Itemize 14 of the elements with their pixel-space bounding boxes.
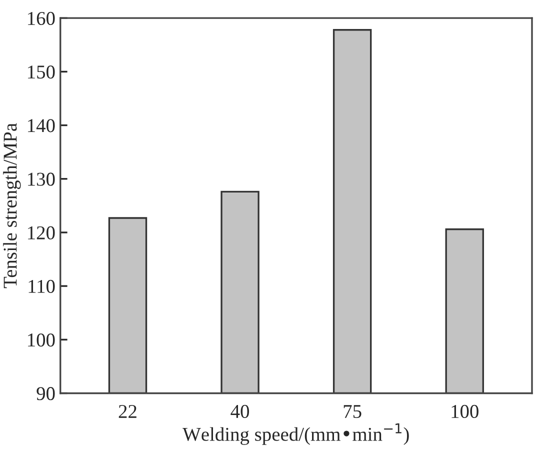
y-tick-label: 100 — [28, 333, 55, 347]
y-tick-label: 90 — [36, 387, 55, 400]
x-tick-label: 100 — [452, 404, 478, 418]
y-tick-label: 140 — [28, 119, 55, 132]
y-tick-label: 130 — [28, 172, 55, 186]
y-tick-label: 160 — [28, 12, 55, 26]
x-tick-label: 22 — [118, 404, 136, 418]
x-tick-label: 75 — [344, 405, 362, 418]
x-tick-label: 40 — [230, 404, 250, 418]
y-tick-label: 120 — [28, 226, 55, 240]
y-tick-label: 110 — [28, 280, 55, 293]
y-tick-label: 150 — [28, 65, 55, 79]
y-axis-title: Tensile strength/MPa — [3, 123, 21, 288]
x-axis-title: Welding speed/(mm•min$^{−1}$) — [182, 423, 409, 445]
